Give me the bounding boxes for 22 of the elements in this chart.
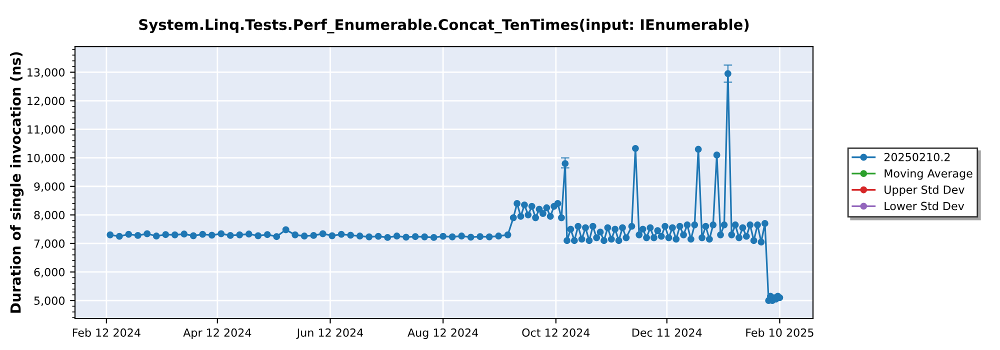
- y-tick-label: 9,000: [34, 182, 65, 192]
- chart-title: System.Linq.Tests.Perf_Enumerable.Concat_TenTimes(input: IEnumerable): [139, 18, 749, 34]
- x-tick-label: Feb 12 2024: [72, 328, 140, 337]
- x-tick-label: Apr 12 2024: [183, 328, 252, 339]
- x-tick-label: Dec 11 2024: [632, 328, 702, 337]
- x-tick-label: Feb 10 2025: [746, 328, 814, 337]
- y-tick-label: 10,000: [28, 154, 65, 164]
- y-tick-label: 6,000: [34, 268, 65, 278]
- y-tick-label: 5,000: [34, 296, 65, 306]
- y-tick-label: 12,000: [28, 96, 65, 106]
- y-tick-label: 7,000: [34, 239, 65, 249]
- legend-label: Lower Std Dev: [884, 202, 964, 210]
- legend-label: Upper Std Dev: [884, 185, 964, 196]
- x-tick-label: Aug 12 2024: [408, 328, 478, 339]
- y-axis-title: Duration of single invocation (ns): [10, 52, 24, 313]
- x-tick-label: Oct 12 2024: [522, 328, 590, 337]
- y-tick-label: 13,000: [28, 68, 65, 78]
- x-tick-label: Jun 12 2024: [296, 328, 364, 339]
- y-tick-label: 8,000: [34, 210, 65, 220]
- y-tick-label: 11,000: [28, 125, 65, 135]
- legend-label: Moving Average: [884, 168, 972, 180]
- legend-label: 20250210.2: [884, 152, 950, 162]
